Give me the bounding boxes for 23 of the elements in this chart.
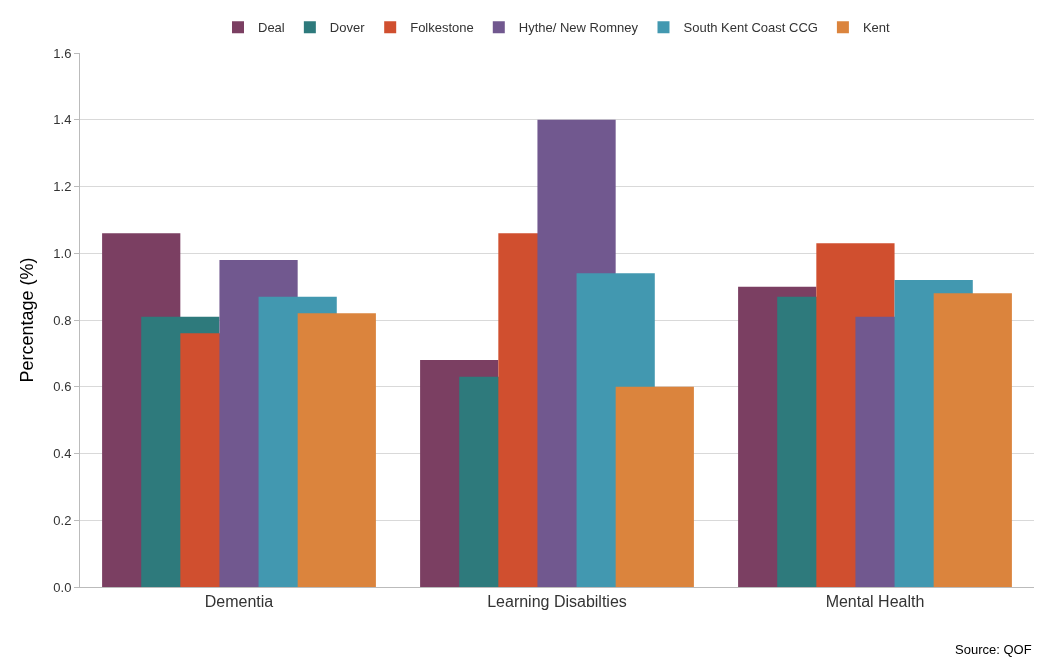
source-note: Source: QOF: [955, 642, 1032, 657]
bar: [933, 293, 1012, 587]
legend-label: Kent: [862, 20, 891, 36]
bar: [615, 386, 694, 587]
bar: [297, 313, 376, 587]
y-tick-label: 0.8: [53, 312, 72, 328]
legend-label: Folkestone: [410, 20, 474, 36]
legend-label: South Kent Coast CCG: [683, 20, 818, 36]
y-tick-label: 0.4: [53, 446, 72, 462]
y-tick-label: 1.4: [53, 112, 72, 128]
y-tick-label: 0.6: [53, 379, 72, 395]
y-tick-label: 1.2: [53, 179, 72, 195]
legend-label: Hythe/ New Romney: [518, 20, 639, 36]
y-axis-title: Percentage (%): [16, 257, 37, 383]
legend-label: Deal: [258, 20, 285, 36]
x-tick-label: Dementia: [204, 593, 274, 611]
x-tick-label: Learning Disabilties: [487, 593, 627, 611]
x-tick-label: Mental Health: [825, 593, 925, 611]
y-tick-label: 1.6: [53, 45, 72, 61]
y-tick-label: 0.2: [53, 512, 72, 528]
y-tick-label: 1.0: [53, 245, 72, 261]
legend-label: Dover: [329, 20, 366, 36]
y-tick-label: 0.0: [53, 579, 72, 595]
